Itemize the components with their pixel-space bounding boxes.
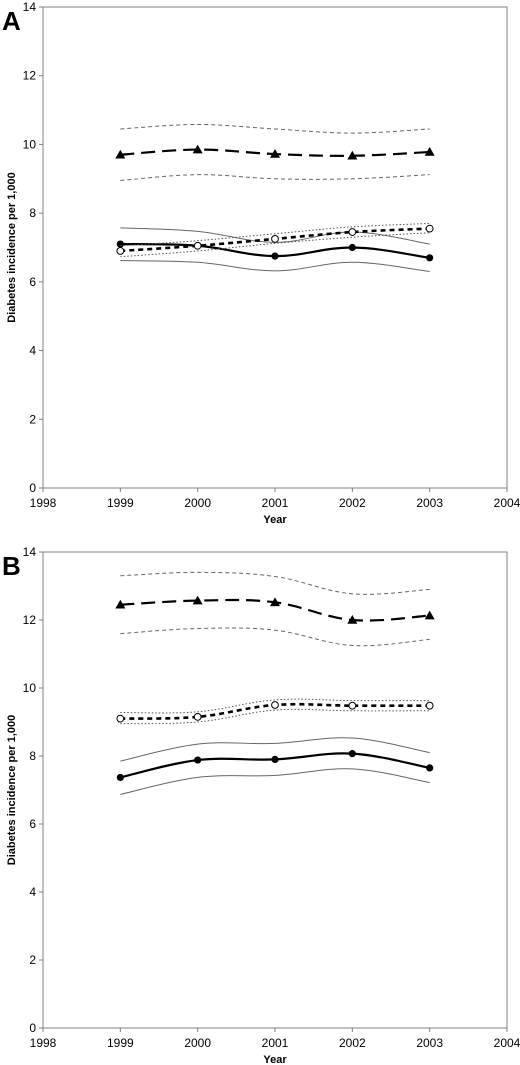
- x-tick-label: 2002: [339, 1036, 366, 1050]
- y-tick-label: 4: [29, 885, 36, 899]
- y-tick-label: 4: [29, 344, 36, 358]
- triangle-marker: [424, 610, 435, 620]
- ci-lower-line: [120, 627, 430, 647]
- x-tick-label: 1999: [107, 1036, 134, 1050]
- x-tick-label: 1998: [30, 496, 57, 510]
- filled-circle-marker: [348, 243, 356, 252]
- filled-circle-marker: [116, 773, 124, 782]
- triangle-marker: [192, 144, 203, 154]
- plot-frame: [42, 551, 508, 1029]
- y-tick-label: 10: [23, 681, 37, 695]
- x-tick-label: 2001: [262, 496, 289, 510]
- y-tick-label: 8: [29, 749, 36, 763]
- ci-upper-line: [120, 571, 430, 595]
- ci-lower-line: [120, 174, 430, 181]
- x-axis-title: Year: [263, 514, 287, 526]
- x-tick-label: 2000: [184, 1036, 211, 1050]
- y-tick-label: 14: [23, 0, 37, 14]
- ci-lower-line: [120, 260, 430, 273]
- y-tick-label: 10: [23, 137, 37, 151]
- y-tick-label: 12: [23, 69, 37, 83]
- plot-frame: [42, 6, 508, 489]
- ci-lower-line: [120, 768, 430, 795]
- triangle-marker: [115, 149, 126, 159]
- open-circle-marker: [271, 701, 279, 709]
- open-circle-marker: [425, 701, 434, 710]
- series-1: [115, 123, 435, 181]
- filled-circle-marker: [426, 254, 434, 262]
- y-tick-label: 0: [29, 1021, 36, 1035]
- x-tick-label: 2004: [494, 496, 520, 510]
- filled-circle-marker: [426, 764, 434, 772]
- panel-b: B 0 2 4 6 8 10 12 14 1998 1999 2000 2001 2002 2003 2004…: [2, 545, 520, 1065]
- filled-circle-marker: [271, 755, 279, 764]
- x-tick-label: 2004: [494, 1036, 520, 1050]
- triangle-marker: [270, 149, 280, 158]
- ci-upper-line: [120, 123, 430, 134]
- x-tick-label: 1998: [30, 1036, 57, 1050]
- x-tick-label: 1999: [107, 496, 134, 510]
- open-circle-marker: [116, 714, 125, 723]
- ci-upper-line: [120, 737, 430, 762]
- y-tick-label: 12: [23, 613, 37, 627]
- panel-a: A 0 2 4 6 8 10 12 14 1998 1999 2000 2001 2002 2003 2004…: [2, 0, 520, 526]
- y-tick-label: 2: [29, 953, 36, 967]
- triangle-marker: [347, 615, 358, 624]
- open-circle-marker: [348, 228, 357, 236]
- triangle-marker: [270, 597, 280, 607]
- series-2: [116, 698, 434, 725]
- filled-circle-marker: [348, 750, 356, 758]
- open-circle-marker: [271, 235, 279, 243]
- y-tick-label: 2: [29, 412, 36, 426]
- triangle-marker: [424, 146, 435, 156]
- filled-circle-marker: [194, 756, 202, 764]
- open-circle-marker: [348, 701, 357, 710]
- y-tick-label: 0: [29, 481, 36, 495]
- y-tick-label: 6: [29, 817, 36, 831]
- x-tick-label: 2003: [416, 1036, 443, 1050]
- series-3: [116, 222, 434, 258]
- open-circle-marker: [193, 713, 202, 721]
- open-circle-marker: [425, 224, 434, 233]
- triangle-marker: [347, 150, 358, 160]
- x-tick-label: 2002: [339, 496, 366, 510]
- panel-label: A: [2, 6, 21, 36]
- x-tick-label: 2001: [262, 1036, 289, 1050]
- panel-label: B: [2, 551, 21, 581]
- triangle-marker: [192, 595, 203, 605]
- x-tick-label: 2000: [184, 496, 211, 510]
- open-circle-marker: [116, 247, 125, 255]
- ci-lower-line: [120, 232, 430, 258]
- ci-upper-line: [120, 222, 430, 247]
- filled-circle-marker: [116, 240, 124, 248]
- y-tick-label: 8: [29, 206, 36, 220]
- series-2: [116, 227, 434, 273]
- ci-lower-line: [120, 708, 430, 725]
- x-tick-label: 2003: [416, 496, 443, 510]
- x-axis-title: Year: [263, 1054, 287, 1065]
- y-axis-title: Diabetes incidence per 1,000: [6, 715, 18, 865]
- filled-circle-marker: [271, 252, 279, 260]
- triangle-marker: [115, 599, 126, 609]
- series-1: [115, 571, 435, 647]
- y-tick-label: 6: [29, 275, 36, 289]
- open-circle-marker: [193, 241, 202, 250]
- y-tick-label: 14: [23, 545, 37, 559]
- y-axis-title: Diabetes incidence per 1,000: [6, 172, 18, 322]
- series-3: [116, 737, 434, 795]
